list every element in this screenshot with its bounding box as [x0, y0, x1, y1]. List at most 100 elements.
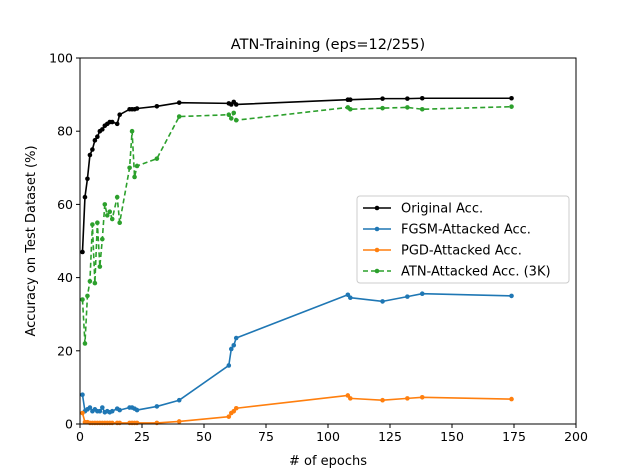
- data-point: [87, 405, 93, 410]
- data-point: [127, 165, 132, 171]
- data-point: [95, 134, 100, 139]
- legend-label: FGSM-Attacked Acc.: [401, 223, 531, 238]
- x-tick-label: 175: [502, 429, 526, 444]
- x-axis: 0 25 50 75 100 125 150 175 200: [76, 424, 588, 444]
- data-point: [109, 420, 115, 426]
- legend-label: PGD-Attacked Acc.: [401, 244, 522, 259]
- legend-marker: [374, 205, 380, 211]
- data-point: [233, 102, 239, 107]
- legend-item: FGSM-Attacked Acc.: [363, 223, 531, 238]
- data-point: [134, 163, 140, 169]
- data-point: [226, 414, 232, 419]
- series-0: [80, 95, 514, 255]
- data-point: [104, 213, 110, 218]
- y-tick-label: 20: [57, 343, 73, 358]
- data-point: [109, 119, 115, 125]
- series-3: [80, 104, 514, 346]
- y-tick-label: 0: [65, 417, 73, 432]
- data-point: [134, 106, 140, 111]
- data-point: [380, 105, 385, 111]
- data-point: [92, 280, 98, 286]
- legend: Original Acc. FGSM-Attacked Acc. PGD-Attac…: [356, 195, 570, 284]
- data-point: [176, 100, 182, 105]
- data-point: [80, 249, 85, 255]
- data-point: [134, 420, 140, 426]
- data-point: [226, 363, 232, 368]
- data-point: [154, 404, 160, 409]
- x-tick-label: 75: [258, 429, 274, 444]
- data-point: [380, 96, 385, 101]
- data-point: [405, 96, 410, 101]
- x-axis-label: # of epochs: [289, 454, 367, 469]
- data-point: [100, 127, 105, 132]
- legend-item: Original Acc.: [363, 202, 483, 217]
- data-point: [348, 396, 353, 401]
- x-tick-label: 50: [196, 429, 212, 444]
- data-point: [85, 176, 90, 182]
- data-point: [129, 128, 135, 134]
- data-point: [348, 295, 353, 301]
- legend-marker: [374, 268, 380, 274]
- chart-title: ATN-Training (eps=12/255): [231, 37, 425, 53]
- series-line: [81, 292, 512, 414]
- x-tick-label: 100: [316, 429, 340, 444]
- data-point: [348, 97, 353, 103]
- data-point: [419, 106, 425, 112]
- data-point: [100, 405, 105, 410]
- data-point: [226, 112, 232, 118]
- data-point: [154, 420, 160, 426]
- legend-marker: [374, 247, 380, 253]
- data-point: [90, 147, 95, 152]
- data-point: [114, 194, 120, 200]
- data-point: [97, 264, 103, 269]
- data-point: [97, 408, 103, 414]
- data-point: [87, 278, 93, 284]
- series-1: [80, 291, 514, 415]
- data-point: [509, 396, 514, 402]
- data-point: [233, 335, 239, 341]
- data-point: [87, 152, 93, 158]
- y-tick-label: 100: [49, 51, 73, 66]
- data-point: [109, 216, 115, 222]
- data-point: [405, 294, 410, 299]
- data-point: [102, 202, 108, 207]
- data-point: [233, 117, 239, 123]
- data-point: [82, 341, 88, 346]
- data-point: [82, 194, 88, 200]
- series-line: [81, 394, 512, 424]
- data-point: [154, 156, 160, 161]
- y-tick-label: 60: [57, 197, 73, 212]
- y-axis: 0 20 40 60 80 100: [49, 51, 80, 432]
- data-point: [114, 121, 120, 127]
- legend-item: ATN-Attacked Acc. (3K): [363, 265, 551, 280]
- data-point: [405, 396, 410, 401]
- data-point: [132, 174, 137, 180]
- data-point: [405, 105, 410, 110]
- legend-frame: [356, 195, 570, 284]
- y-tick-label: 80: [57, 124, 73, 139]
- data-point: [509, 104, 514, 109]
- data-point: [117, 112, 122, 118]
- data-point: [100, 236, 105, 242]
- data-point: [419, 291, 425, 297]
- data-point: [117, 220, 122, 225]
- data-point: [90, 222, 95, 227]
- data-point: [80, 410, 85, 416]
- data-point: [228, 346, 234, 352]
- data-point: [80, 392, 85, 398]
- x-tick-label: 150: [440, 429, 464, 444]
- data-point: [231, 110, 237, 116]
- data-point: [85, 293, 90, 299]
- x-tick-label: 200: [564, 429, 588, 444]
- x-tick-label: 125: [378, 429, 402, 444]
- data-point: [92, 138, 98, 143]
- data-point: [348, 106, 353, 112]
- legend-marker: [374, 226, 380, 232]
- data-point: [509, 95, 514, 101]
- data-point: [233, 405, 239, 411]
- data-point: [419, 394, 425, 400]
- data-point: [176, 114, 182, 119]
- y-tick-label: 40: [57, 270, 73, 285]
- data-point: [109, 408, 115, 414]
